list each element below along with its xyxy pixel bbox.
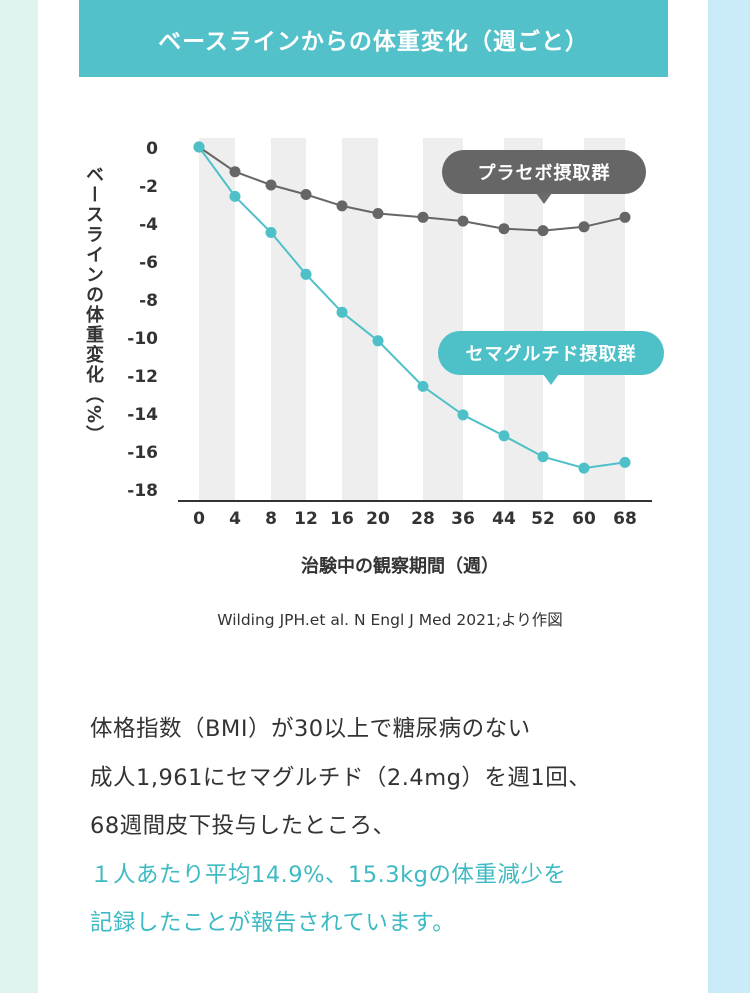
- x-tick-label: 20: [366, 509, 390, 529]
- x-tick-label: 28: [411, 509, 435, 529]
- data-point-semaglutide: [336, 306, 348, 318]
- y-tick-label: -16: [127, 443, 158, 463]
- data-point-semaglutide: [417, 380, 429, 392]
- data-point-semaglutide: [193, 141, 205, 153]
- y-tick-label: -6: [139, 253, 158, 273]
- x-tick-label: 60: [572, 509, 596, 529]
- background-band: [271, 138, 306, 501]
- left-background-strip: [0, 0, 38, 993]
- background-band: [199, 138, 235, 501]
- description-line-2: 成人1,961にセマグルチド（2.4mg）を週1回、: [90, 764, 592, 791]
- series-line-semaglutide: [198, 146, 626, 470]
- x-tick-label: 12: [294, 509, 318, 529]
- y-tick-label: 0: [146, 139, 158, 159]
- description-text: 体格指数（BMI）が30以上で糖尿病のない 成人1,961にセマグルチド（2.4…: [90, 705, 680, 948]
- data-point-semaglutide: [619, 456, 631, 468]
- x-tick-label: 44: [492, 509, 516, 529]
- x-tick-label: 36: [451, 509, 475, 529]
- data-point-semaglutide: [300, 268, 312, 280]
- weight-change-chart: 0 -2 -4 -6 -8 -10 -12 -14 -16 -18 0 4 8 12 16 20 28 36 44 5…: [127, 138, 652, 529]
- y-tick-label: -12: [127, 367, 158, 387]
- x-tick-label: 52: [531, 509, 555, 529]
- x-tick-label: 68: [613, 509, 637, 529]
- right-background-strip: [708, 0, 750, 993]
- data-point-placebo: [537, 225, 549, 237]
- y-tick-label: -8: [139, 291, 158, 311]
- x-tick-label: 0: [193, 509, 205, 529]
- data-point-placebo: [336, 200, 348, 212]
- background-band: [342, 138, 378, 501]
- x-tick-label: 8: [265, 509, 277, 529]
- data-point-placebo: [417, 211, 429, 223]
- data-point-semaglutide: [457, 409, 469, 421]
- background-band: [584, 138, 625, 501]
- data-point-semaglutide: [229, 190, 241, 202]
- chart-title: ベースラインからの体重変化（週ごと）: [79, 0, 668, 77]
- description-line-3: 68週間皮下投与したところ、: [90, 813, 396, 839]
- data-point-placebo: [372, 208, 384, 219]
- y-tick-label: -18: [127, 481, 158, 501]
- description-line-5-highlight: 記録したことが報告されています。: [90, 910, 456, 936]
- data-point-placebo: [229, 166, 241, 178]
- description-line-1: 体格指数（BMI）が30以上で糖尿病のない: [90, 716, 531, 742]
- x-axis-label: 治験中の観察期間（週）: [301, 556, 499, 577]
- description-line-4-highlight: １人あたり平均14.9%、15.3kgの体重減少を: [90, 861, 567, 888]
- data-point-semaglutide: [498, 430, 510, 442]
- data-point-semaglutide: [578, 462, 590, 474]
- data-point-placebo: [265, 179, 277, 191]
- data-point-placebo: [619, 211, 631, 223]
- y-tick-label: -4: [139, 215, 158, 235]
- data-point-semaglutide: [372, 335, 384, 347]
- y-axis-label: ベースラインの体重変化（%）: [83, 165, 104, 446]
- y-tick-label: -2: [139, 177, 158, 197]
- data-point-semaglutide: [265, 227, 277, 238]
- placebo-series-label: プラセボ摂取群: [442, 150, 646, 204]
- data-point-placebo: [578, 221, 590, 233]
- y-tick-label: -10: [127, 329, 158, 349]
- x-tick-label: 4: [229, 509, 241, 529]
- data-point-placebo: [300, 189, 312, 200]
- data-point-placebo: [498, 223, 510, 235]
- series-line-placebo: [198, 146, 626, 232]
- background-band: [423, 138, 463, 501]
- x-tick-label: 16: [330, 509, 354, 529]
- semaglutide-series-label: セマグルチド摂取群: [438, 331, 664, 385]
- source-citation: Wilding JPH.et al. N Engl J Med 2021;より作…: [217, 611, 563, 629]
- data-point-placebo: [457, 215, 469, 227]
- y-tick-label: -14: [127, 405, 158, 425]
- data-point-semaglutide: [537, 451, 549, 463]
